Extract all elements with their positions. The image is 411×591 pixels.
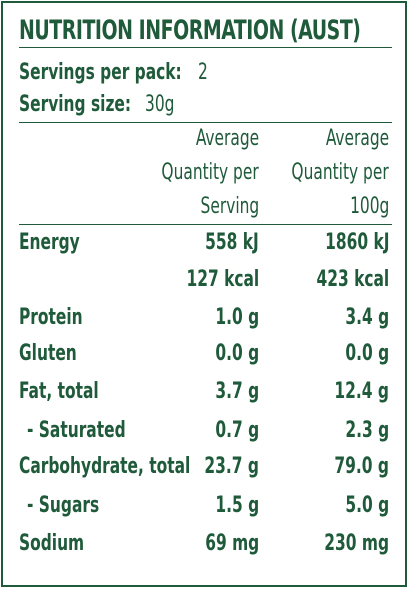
col-100g-head-1: Average: [325, 126, 389, 151]
row-label-sodium: Sodium: [19, 531, 85, 556]
servings-per-pack-label: Servings per pack:: [19, 60, 182, 85]
row-serving-sodium: 69 mg: [204, 531, 259, 556]
title-divider: [19, 47, 392, 48]
row-serving-energy-kcal: 127 kcal: [186, 267, 259, 292]
row-serving-protein: 1.0 g: [215, 305, 259, 330]
row-label-gluten: Gluten: [19, 341, 77, 366]
row-serving-gluten: 0.0 g: [215, 341, 259, 366]
row-label-saturated: - Saturated: [27, 418, 126, 443]
col-serving-head-1: Average: [195, 126, 259, 151]
row-100g-carbohydrate-total: 79.0 g: [334, 454, 389, 479]
row-100g-sugars: 5.0 g: [345, 493, 389, 518]
row-label-protein: Protein: [19, 305, 83, 330]
header-divider: [19, 122, 392, 123]
row-100g-sodium: 230 mg: [324, 531, 389, 556]
panel-title: NUTRITION INFORMATION (AUST): [19, 15, 361, 46]
row-serving-carbohydrate-total: 23.7 g: [204, 454, 259, 479]
servings-per-pack-value: 2: [198, 60, 208, 85]
col-serving-head-3: Serving: [200, 194, 259, 219]
row-100g-gluten: 0.0 g: [345, 341, 389, 366]
row-label-sugars: - Sugars: [27, 493, 100, 518]
serving-size-label: Serving size:: [19, 92, 132, 117]
row-label-energy: Energy: [19, 230, 80, 255]
col-serving-head-2: Quantity per: [161, 160, 259, 185]
row-serving-energy-kj: 558 kJ: [205, 230, 259, 255]
row-100g-protein: 3.4 g: [345, 305, 389, 330]
row-100g-energy-kcal: 423 kcal: [316, 267, 389, 292]
col-100g-head-3: 100g: [349, 194, 389, 219]
col-100g-head-2: Quantity per: [291, 160, 389, 185]
nutrition-panel: [1, 1, 407, 587]
row-100g-fat-total: 12.4 g: [334, 379, 389, 404]
row-serving-saturated: 0.7 g: [215, 418, 259, 443]
row-serving-sugars: 1.5 g: [215, 493, 259, 518]
columns-divider: [19, 224, 392, 225]
row-serving-fat-total: 3.7 g: [215, 379, 259, 404]
row-100g-energy-kj: 1860 kJ: [324, 230, 389, 255]
row-label-carbohydrate-total: Carbohydrate, total: [19, 454, 191, 479]
row-100g-saturated: 2.3 g: [345, 418, 389, 443]
row-label-fat-total: Fat, total: [19, 379, 99, 404]
serving-size-value: 30g: [145, 92, 175, 117]
